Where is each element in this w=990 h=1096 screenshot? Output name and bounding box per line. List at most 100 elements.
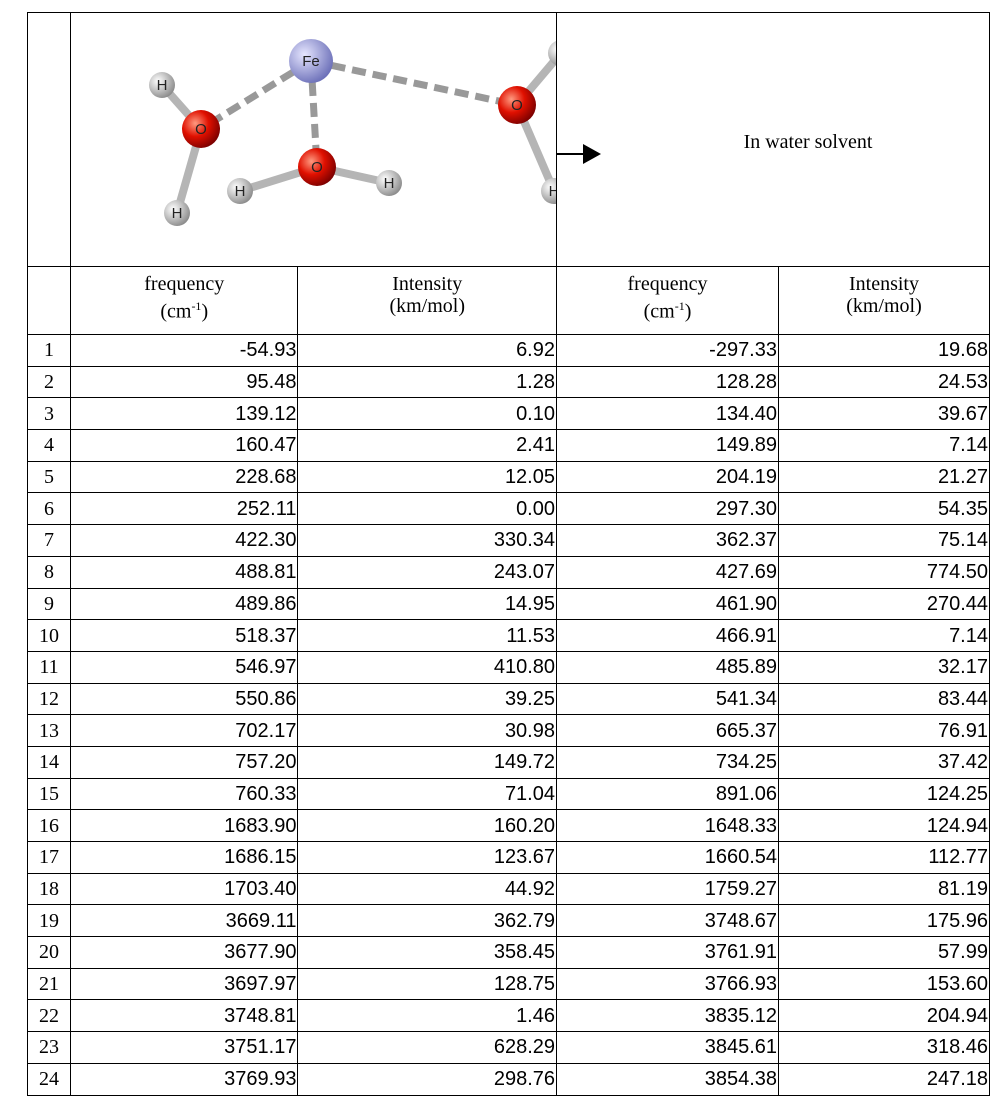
empty-cell	[28, 267, 71, 335]
header-unit: (cm-1)	[557, 295, 778, 323]
row-index: 13	[28, 715, 71, 747]
value-cell: 518.37	[71, 620, 298, 652]
value-cell: 204.94	[779, 1000, 990, 1032]
atom-label: H	[235, 183, 246, 200]
value-cell: 243.07	[298, 556, 557, 588]
atom-label: H	[384, 175, 395, 192]
row-index: 24	[28, 1063, 71, 1095]
value-cell: 128.28	[557, 366, 779, 398]
row-index: 6	[28, 493, 71, 525]
value-cell: 175.96	[779, 905, 990, 937]
value-cell: 149.72	[298, 746, 557, 778]
value-cell: 39.67	[779, 398, 990, 430]
value-cell: 83.44	[779, 683, 990, 715]
value-cell: 24.53	[779, 366, 990, 398]
value-cell: -297.33	[557, 335, 779, 367]
header-label: frequency	[557, 273, 778, 295]
value-cell: 153.60	[779, 968, 990, 1000]
unit-text: (cm	[160, 301, 191, 323]
value-cell: 488.81	[71, 556, 298, 588]
value-cell: 57.99	[779, 937, 990, 969]
value-cell: 112.77	[779, 842, 990, 874]
value-cell: 228.68	[71, 461, 298, 493]
row-index: 12	[28, 683, 71, 715]
value-cell: 128.75	[298, 968, 557, 1000]
value-cell: 0.00	[298, 493, 557, 525]
row-index: 4	[28, 430, 71, 462]
row-index: 18	[28, 873, 71, 905]
value-cell: 1686.15	[71, 842, 298, 874]
empty-cell	[28, 13, 71, 267]
value-cell: 3677.90	[71, 937, 298, 969]
value-cell: 139.12	[71, 398, 298, 430]
value-cell: 6.92	[298, 335, 557, 367]
unit-text: )	[201, 301, 208, 323]
value-cell: 1759.27	[557, 873, 779, 905]
value-cell: 1648.33	[557, 810, 779, 842]
value-cell: 422.30	[71, 525, 298, 557]
atom-label: O	[511, 97, 523, 114]
molecule: FeOOOHHHHHH	[71, 13, 556, 266]
row-index: 7	[28, 525, 71, 557]
covalent-bonds	[162, 53, 556, 213]
atom-label: O	[195, 121, 207, 138]
value-cell: 1683.90	[71, 810, 298, 842]
row-index: 21	[28, 968, 71, 1000]
unit-text: (km/mol)	[389, 295, 465, 317]
value-cell: 204.19	[557, 461, 779, 493]
row-index: 9	[28, 588, 71, 620]
value-cell: 734.25	[557, 746, 779, 778]
value-cell: 489.86	[71, 588, 298, 620]
value-cell: 76.91	[779, 715, 990, 747]
value-cell: 95.48	[71, 366, 298, 398]
row-index: 8	[28, 556, 71, 588]
value-cell: 461.90	[557, 588, 779, 620]
row-index: 10	[28, 620, 71, 652]
value-cell: 3854.38	[557, 1063, 779, 1095]
value-cell: 7.14	[779, 620, 990, 652]
value-cell: 32.17	[779, 651, 990, 683]
coordination-bonds	[201, 61, 517, 167]
row-index: 14	[28, 746, 71, 778]
value-cell: 546.97	[71, 651, 298, 683]
value-cell: 550.86	[71, 683, 298, 715]
value-cell: 541.34	[557, 683, 779, 715]
header-unit: (km/mol)	[298, 295, 556, 317]
value-cell: 12.05	[298, 461, 557, 493]
column-header: Intensity(km/mol)	[298, 267, 557, 335]
atom-label: H	[157, 77, 168, 94]
value-cell: 362.79	[298, 905, 557, 937]
value-cell: 39.25	[298, 683, 557, 715]
atom-label: O	[311, 159, 323, 176]
atom-label: H	[172, 205, 183, 222]
value-cell: 37.42	[779, 746, 990, 778]
header-label: Intensity	[779, 273, 989, 295]
value-cell: 3697.97	[71, 968, 298, 1000]
value-cell: 3751.17	[71, 1032, 298, 1064]
value-cell: 3748.81	[71, 1000, 298, 1032]
value-cell: 3761.91	[557, 937, 779, 969]
header-unit: (cm-1)	[71, 295, 297, 323]
frequency-table: FeOOOHHHHHH In water solvent frequency(c…	[27, 12, 990, 1096]
value-cell: 54.35	[779, 493, 990, 525]
value-cell: 30.98	[298, 715, 557, 747]
value-cell: 318.46	[779, 1032, 990, 1064]
value-cell: 665.37	[557, 715, 779, 747]
value-cell: 702.17	[71, 715, 298, 747]
value-cell: 3748.67	[557, 905, 779, 937]
row-index: 16	[28, 810, 71, 842]
row-index: 17	[28, 842, 71, 874]
value-cell: 71.04	[298, 778, 557, 810]
